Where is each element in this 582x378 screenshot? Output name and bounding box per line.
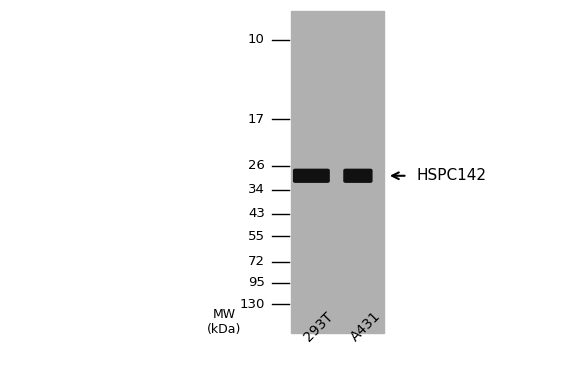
Bar — [291, 11, 384, 333]
Text: 130: 130 — [239, 298, 265, 311]
Text: A431: A431 — [348, 309, 384, 344]
Text: MW
(kDa): MW (kDa) — [207, 308, 242, 336]
FancyBboxPatch shape — [344, 169, 372, 182]
Text: 17: 17 — [248, 113, 265, 125]
Text: 34: 34 — [248, 183, 265, 196]
Text: HSPC142: HSPC142 — [416, 168, 486, 183]
Text: 293T: 293T — [301, 310, 336, 344]
Text: 55: 55 — [248, 230, 265, 243]
Text: 10: 10 — [248, 33, 265, 46]
Text: 26: 26 — [248, 159, 265, 172]
Text: 95: 95 — [248, 276, 265, 289]
Text: 72: 72 — [248, 256, 265, 268]
Text: 43: 43 — [248, 207, 265, 220]
FancyBboxPatch shape — [294, 169, 329, 182]
